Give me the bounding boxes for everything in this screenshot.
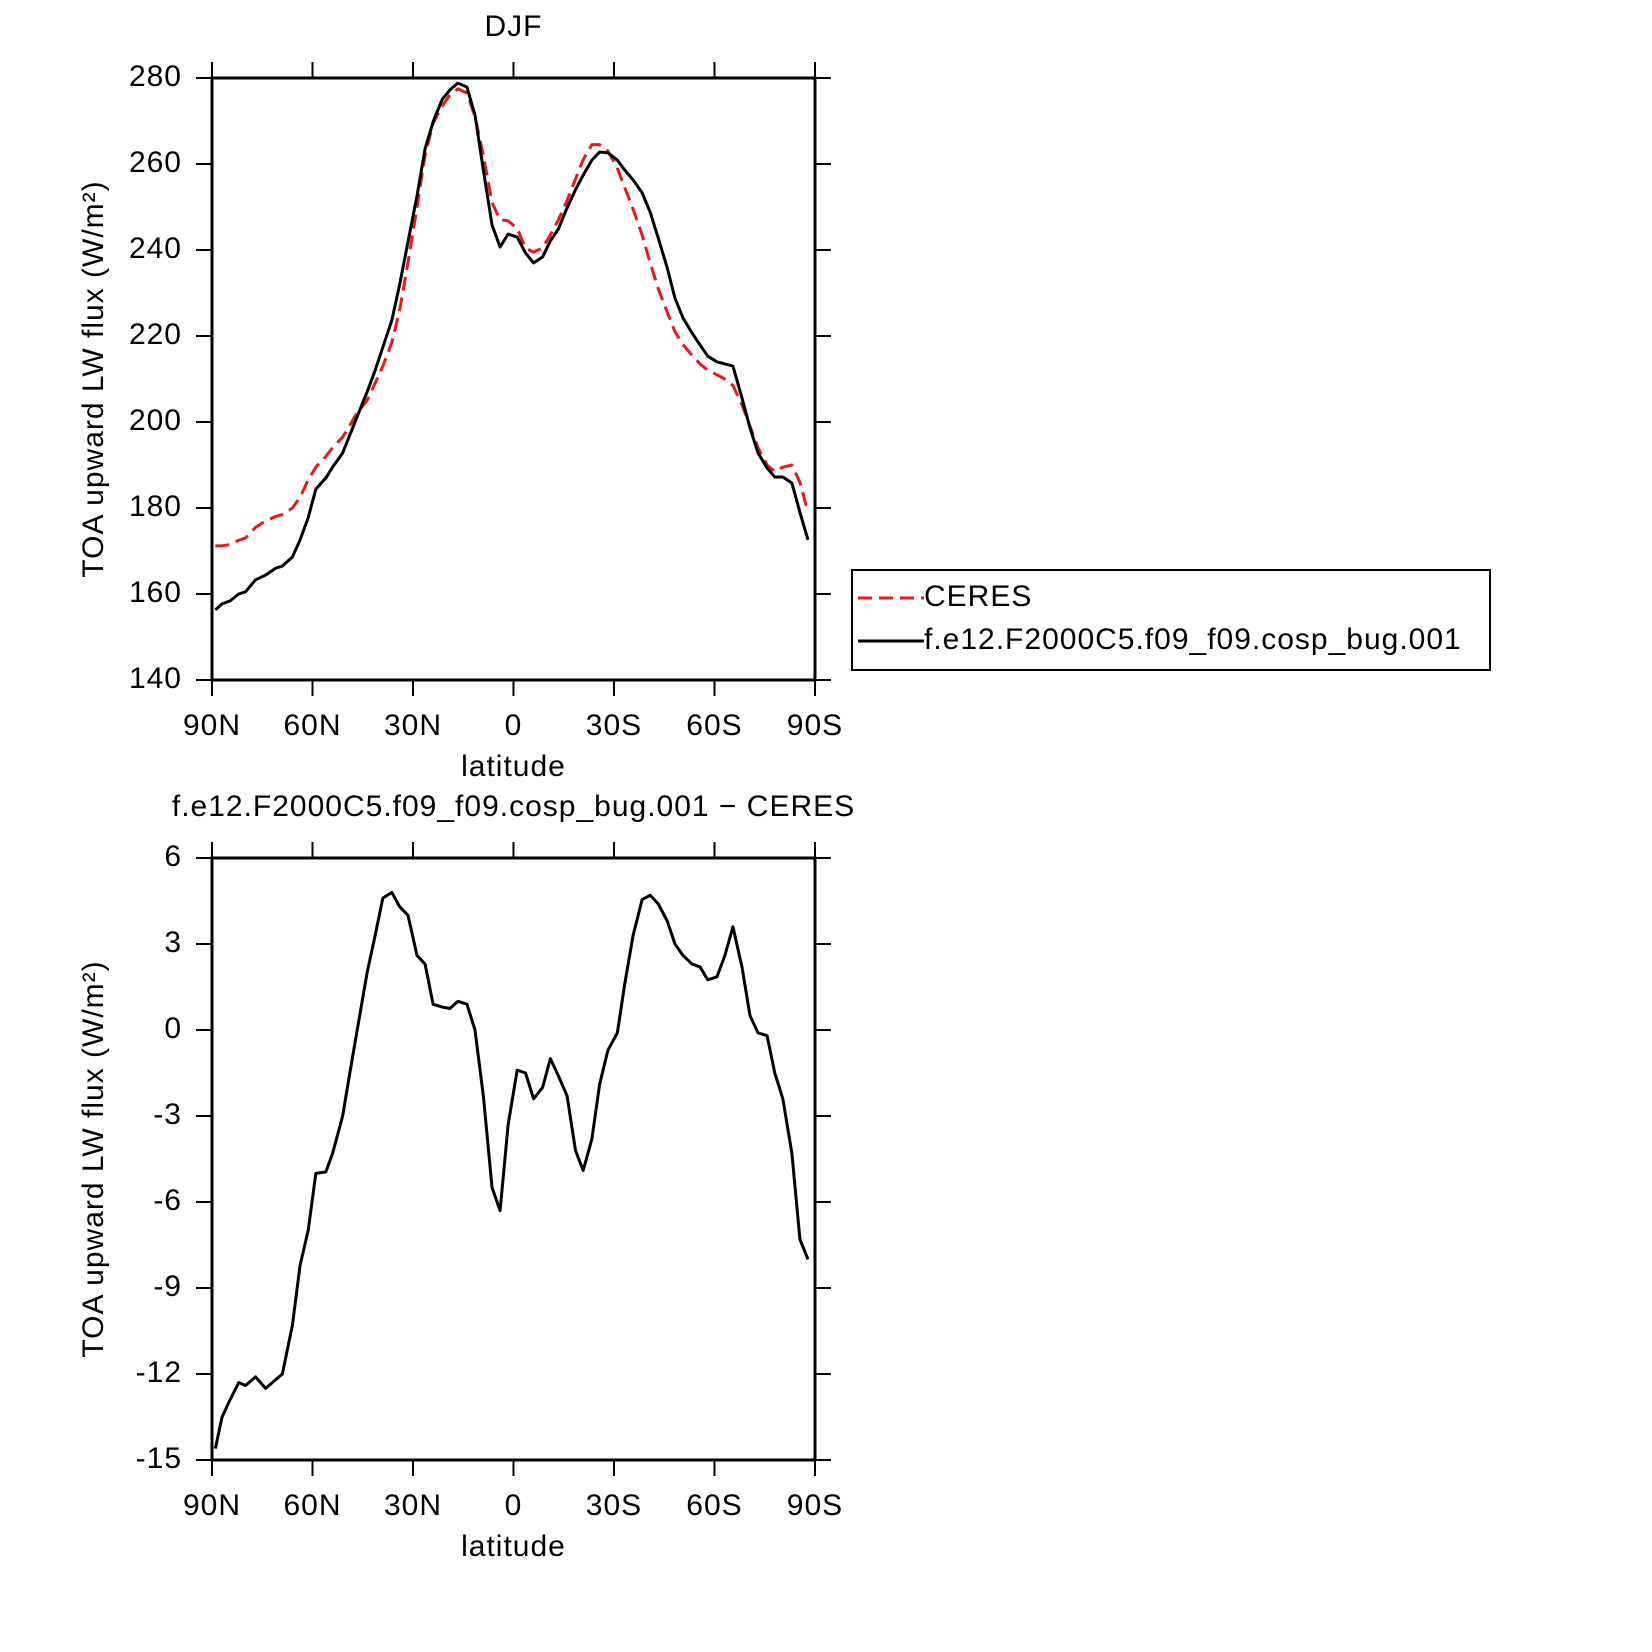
chart-title: DJF	[485, 10, 543, 43]
legend-label: f.e12.F2000C5.f09_f09.cosp_bug.001	[924, 623, 1462, 656]
plot-frame	[210, 856, 817, 1462]
x-tick-label: 90N	[183, 709, 241, 742]
x-tick-label: 90N	[183, 1489, 241, 1522]
y-tick-label: 180	[129, 490, 182, 523]
x-tick-label: 60S	[686, 709, 742, 742]
y-axis-label: TOA upward LW flux (W/m²)	[77, 180, 110, 577]
x-tick-label: 30S	[586, 1489, 642, 1522]
y-tick-label: 220	[129, 318, 182, 351]
legend-label: CERES	[924, 580, 1032, 613]
x-tick-label: 90S	[787, 1489, 843, 1522]
x-tick-label: 60N	[283, 1489, 341, 1522]
y-tick-label: 160	[129, 576, 182, 609]
x-tick-label: 30N	[384, 1489, 442, 1522]
x-tick-label: 0	[505, 1489, 523, 1522]
x-axis-label: latitude	[461, 1530, 566, 1563]
y-tick-label: 200	[129, 404, 182, 437]
x-axis-label: latitude	[461, 750, 566, 783]
x-tick-label: 90S	[787, 709, 843, 742]
y-tick-label: 0	[164, 1012, 182, 1045]
y-tick-label: -15	[136, 1442, 182, 1475]
data-line	[213, 890, 810, 1449]
y-tick-label: 6	[164, 840, 182, 873]
y-tick-label: -12	[136, 1356, 182, 1389]
y-tick-label: 280	[129, 60, 182, 93]
y-tick-label: -9	[153, 1270, 182, 1303]
x-tick-label: 0	[505, 709, 523, 742]
y-tick-label: -3	[153, 1098, 182, 1131]
y-tick-label: 140	[129, 662, 182, 695]
plot-frame	[210, 76, 817, 682]
x-tick-label: 30N	[384, 709, 442, 742]
y-axis-label: TOA upward LW flux (W/m²)	[77, 960, 110, 1357]
y-tick-label: 240	[129, 232, 182, 265]
chart-title: f.e12.F2000C5.f09_f09.cosp_bug.001 − CER…	[172, 790, 855, 823]
x-tick-label: 30S	[586, 709, 642, 742]
x-tick-label: 60N	[283, 709, 341, 742]
y-tick-label: 3	[164, 926, 182, 959]
legend-box	[851, 569, 1491, 671]
y-tick-label: 260	[129, 146, 182, 179]
y-tick-label: -6	[153, 1184, 182, 1217]
x-tick-label: 60S	[686, 1489, 742, 1522]
data-line	[214, 81, 810, 612]
data-line	[215, 87, 810, 548]
